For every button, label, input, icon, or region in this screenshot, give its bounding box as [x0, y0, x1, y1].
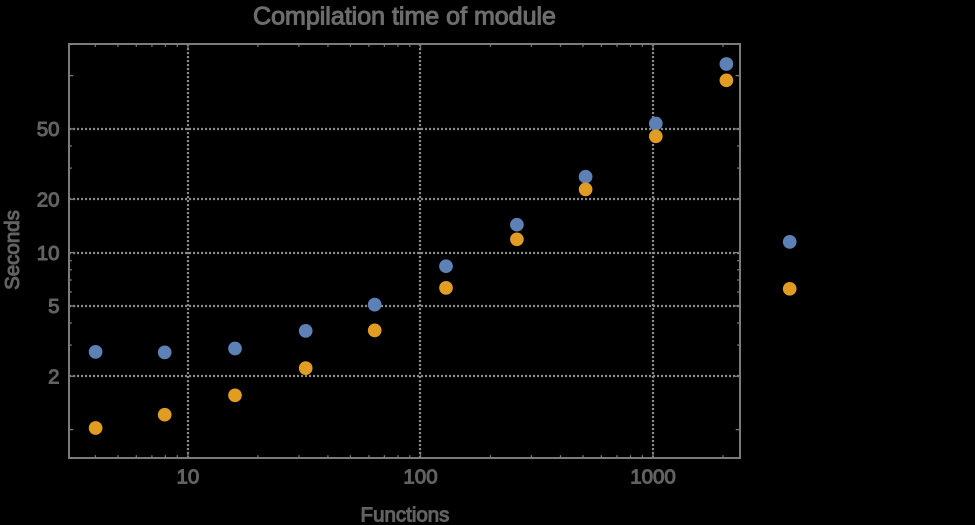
svg-text:50: 50	[37, 118, 60, 141]
svg-text:1000: 1000	[630, 466, 676, 489]
svg-text:20: 20	[37, 189, 60, 212]
svg-text:Functions: Functions	[361, 504, 450, 525]
svg-text:10: 10	[37, 242, 60, 265]
svg-text:2: 2	[48, 366, 59, 389]
svg-text:5: 5	[48, 295, 59, 318]
svg-text:100: 100	[403, 466, 437, 489]
svg-text:10: 10	[176, 466, 199, 489]
svg-text:Seconds: Seconds	[1, 210, 24, 290]
svg-text:Compilation time of module: Compilation time of module	[253, 2, 556, 30]
